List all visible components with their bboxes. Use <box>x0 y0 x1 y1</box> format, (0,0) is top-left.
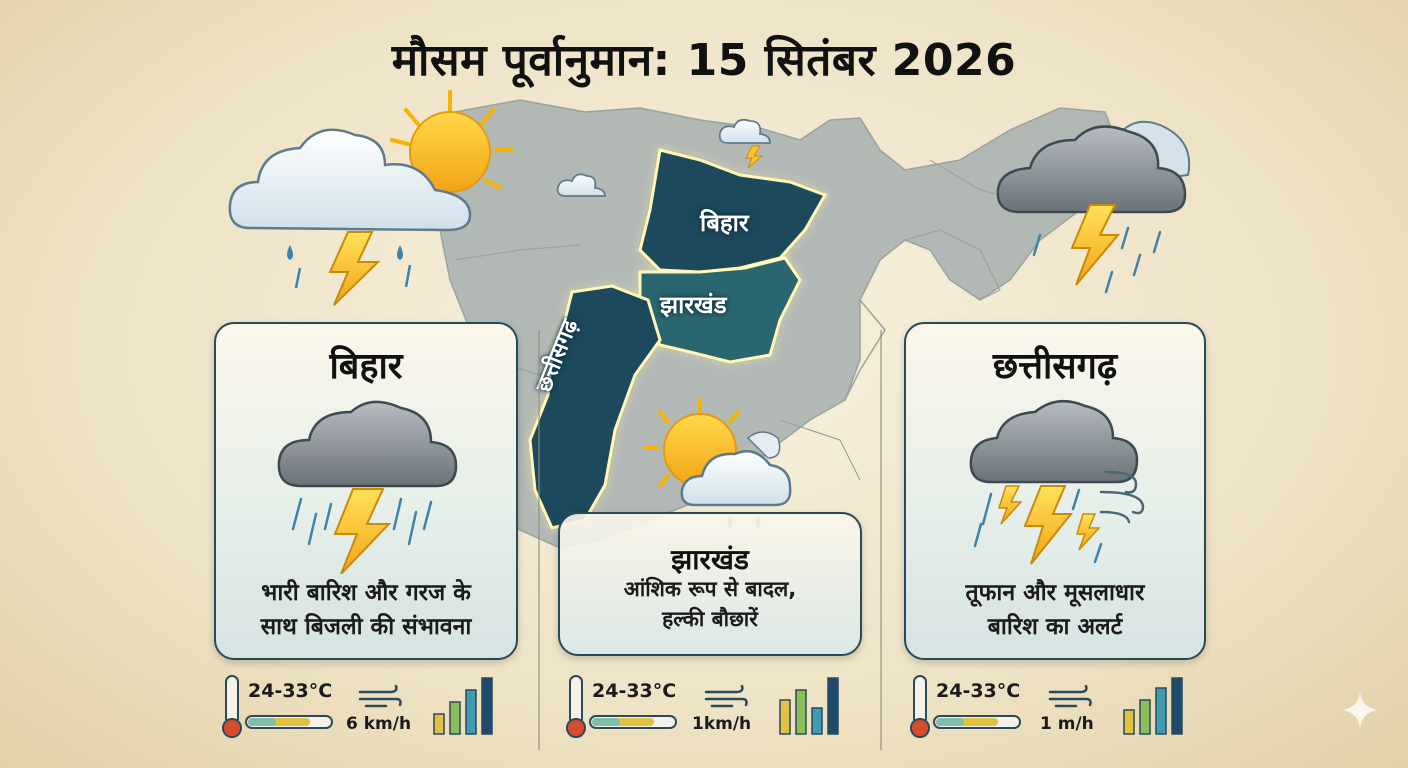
forecast-card-jharkhand: झारखंड आंशिक रूप से बादल, हल्की बौछारें <box>558 512 862 656</box>
divider <box>538 330 540 750</box>
rain-drops-icon <box>287 245 412 289</box>
wind-speed-value: 1 m/h <box>1040 714 1094 734</box>
divider <box>880 330 882 750</box>
temperature-value: 24-33°C <box>592 680 677 702</box>
temperature-value: 24-33°C <box>936 680 1021 702</box>
map-label-bihar: बिहार <box>700 209 749 237</box>
lightning-icon <box>1070 204 1121 286</box>
wind-speed-value: 6 km/h <box>346 714 412 734</box>
bar-chart-icon <box>779 677 839 735</box>
forecast-card-chhattisgarh: छत्तीसगढ़ तूफान और मूसलाधार बारिश का अलर… <box>904 322 1206 660</box>
small-storm-cloud-icon <box>718 118 771 169</box>
rain-drops-icon <box>1032 226 1162 294</box>
storm-cloud-icon <box>996 120 1191 214</box>
thermometer-icon <box>222 675 333 738</box>
page-title: मौसम पूर्वानुमान: 15 सितंबर 2026 <box>391 35 1017 86</box>
card-title: छत्तीसगढ़ <box>992 346 1118 387</box>
map-label-jharkhand: झारखंड <box>660 291 727 319</box>
forecast-text: आंशिक रूप से बादल, हल्की बौछारें <box>623 577 797 631</box>
forecast-text: तूफान और मूसलाधार बारिश का अलर्ट <box>965 580 1145 640</box>
thunderstorm-rain-icon <box>277 400 458 574</box>
wind-speed-value: 1km/h <box>692 714 752 734</box>
bar-chart-icon <box>433 677 493 735</box>
sparkle-icon <box>1342 692 1378 728</box>
cloud-icon <box>228 128 472 232</box>
sun-icon <box>390 90 514 193</box>
lightning-icon <box>328 231 381 306</box>
temperature-value: 24-33°C <box>248 680 333 702</box>
card-title: झारखंड <box>671 543 749 576</box>
small-cloud-icon <box>556 173 606 197</box>
wind-icon <box>704 684 748 708</box>
thermometer-icon <box>910 675 1021 738</box>
cloud-icon <box>680 431 792 507</box>
wind-icon <box>358 684 402 708</box>
forecast-card-bihar: बिहार भारी बारिश और गरज के साथ बिजली की … <box>214 322 518 660</box>
wind-icon <box>1048 684 1092 708</box>
storm-heavy-rain-wind-icon <box>969 399 1145 565</box>
card-title: बिहार <box>329 346 403 387</box>
bar-chart-icon <box>1123 677 1183 735</box>
forecast-text: भारी बारिश और गरज के साथ बिजली की संभावन… <box>260 580 472 640</box>
thermometer-icon <box>566 675 677 738</box>
